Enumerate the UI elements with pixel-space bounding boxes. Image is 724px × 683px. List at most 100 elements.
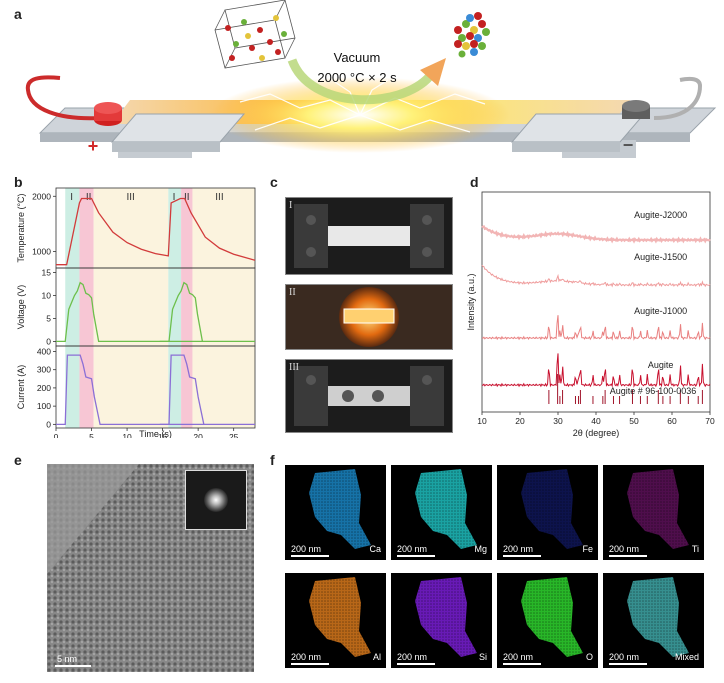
furnace-photo-flash: II [285, 284, 453, 350]
stage-label: II [184, 192, 190, 203]
stage-label: III [215, 192, 223, 203]
series-label: Augite-J1500 [634, 252, 687, 262]
eds-map-si: 200 nm Si [391, 573, 492, 668]
scale-bar-label: 200 nm [503, 652, 534, 662]
element-label: Ca [369, 544, 381, 554]
scale-bar-line [397, 555, 435, 557]
series-line [56, 197, 256, 266]
panel-label-d: d [470, 174, 479, 190]
element-label: Ti [691, 544, 699, 554]
y-tick-label: 100 [37, 401, 51, 411]
stage-band [93, 188, 169, 428]
negative-terminal-label: − [623, 135, 634, 155]
xrd-pattern [481, 315, 711, 341]
x-axis-label: Time (s) [139, 429, 172, 438]
scale-bar-label: 200 nm [609, 652, 640, 662]
scale-bar-label: 200 nm [291, 652, 322, 662]
fft-inset [185, 470, 247, 530]
y-tick-label: 10 [42, 291, 52, 301]
x-axis-label: 2θ (degree) [573, 428, 620, 438]
y-tick-label: 15 [42, 268, 52, 278]
hrtem-image: 5 nm [47, 464, 254, 672]
scale-bar-label: 200 nm [397, 652, 428, 662]
x-tick-label: 5 [89, 432, 94, 438]
scale-bar-line [397, 663, 435, 665]
element-label: Mixed [674, 652, 699, 662]
scale-bar-line [55, 665, 91, 667]
x-tick-label: 50 [629, 416, 639, 426]
stage-label-III: III [289, 362, 299, 373]
furnace-photo-before: I [285, 197, 453, 275]
plot-frame [481, 191, 711, 413]
panel-label-b: b [14, 174, 23, 190]
y-axis-label: Voltage (V) [16, 285, 26, 330]
series-line [56, 354, 255, 426]
panel-label-e: e [14, 452, 22, 468]
stage-label: III [126, 192, 134, 203]
x-tick-label: 10 [122, 432, 132, 438]
vacuum-label: Vacuum [334, 50, 381, 65]
x-tick-label: 70 [705, 416, 715, 426]
eds-map-mixed: 200 nm Mixed [603, 573, 704, 668]
crystal-structure-icon [214, 0, 296, 69]
element-label: O [585, 652, 593, 662]
x-tick-label: 20 [515, 416, 525, 426]
x-tick-label: 25 [229, 432, 239, 438]
x-tick-label: 60 [667, 416, 677, 426]
series-line [56, 281, 255, 343]
series-label: Augite-J1000 [634, 306, 687, 316]
scale-bar-label: 200 nm [609, 544, 640, 554]
xrd-pattern [481, 353, 711, 388]
y-tick-label: 0 [46, 419, 51, 429]
positive-terminal-label: + [88, 136, 99, 156]
y-tick-label: 400 [37, 346, 51, 356]
x-tick-label: 30 [553, 416, 563, 426]
scale-bar-line [291, 663, 329, 665]
element-label: Fe [582, 544, 593, 554]
amorphous-cluster-icon [454, 12, 490, 58]
scale-bar-line [609, 555, 647, 557]
y-tick-label: 200 [37, 383, 51, 393]
stage-band [79, 188, 94, 428]
element-label: Al [372, 652, 381, 662]
panel-label-f: f [270, 452, 275, 468]
scale-bar-label: 200 nm [503, 544, 534, 554]
eds-map-ti: 200 nm Ti [603, 465, 704, 560]
scale-bar-label: 5 nm [57, 654, 78, 664]
stage-band [65, 188, 80, 428]
element-label: Mg [474, 544, 487, 554]
xrd-pattern [481, 225, 711, 244]
scale-bar-label: 200 nm [291, 544, 322, 554]
eds-map-ca: 200 nm Ca [285, 465, 386, 560]
series-line [159, 281, 204, 343]
eds-map-fe: 200 nm Fe [497, 465, 598, 560]
panel-d-chart: Augite-J2000 Augite-J1500 Augite-J1000 Augi… [466, 191, 715, 438]
lightning-icon [239, 79, 486, 133]
y-axis-label: Intensity (a.u.) [466, 273, 476, 330]
element-label: Si [478, 652, 487, 662]
panel-label-c: c [270, 174, 278, 190]
y-tick-label: 2000 [32, 191, 51, 201]
stage-band [168, 188, 182, 428]
series-label: Augite # 96-100-0036 [610, 386, 697, 396]
panel-label-a: a [14, 6, 22, 22]
eds-map-o: 200 nm O [497, 573, 598, 668]
y-axis-label: Temperature (°C) [16, 193, 26, 262]
x-tick-label: 0 [54, 432, 59, 438]
stage-label: II [86, 192, 92, 203]
stage-label-II: II [289, 287, 296, 298]
stage-label: I [70, 192, 73, 203]
subplot-frame [55, 345, 256, 429]
xrd-pattern [481, 264, 711, 288]
scale-bar-line [503, 555, 541, 557]
y-tick-label: 5 [46, 313, 51, 323]
series-line [159, 354, 205, 426]
eds-map-al: 200 nm Al [285, 573, 386, 668]
x-tick-label: 40 [591, 416, 601, 426]
scale-bar-line [503, 663, 541, 665]
flash-condition-label: 2000 °C × 2 s [317, 70, 397, 85]
x-tick-label: 15 [158, 432, 168, 438]
series-label: Augite [648, 360, 674, 370]
scale-bar-line [291, 555, 329, 557]
